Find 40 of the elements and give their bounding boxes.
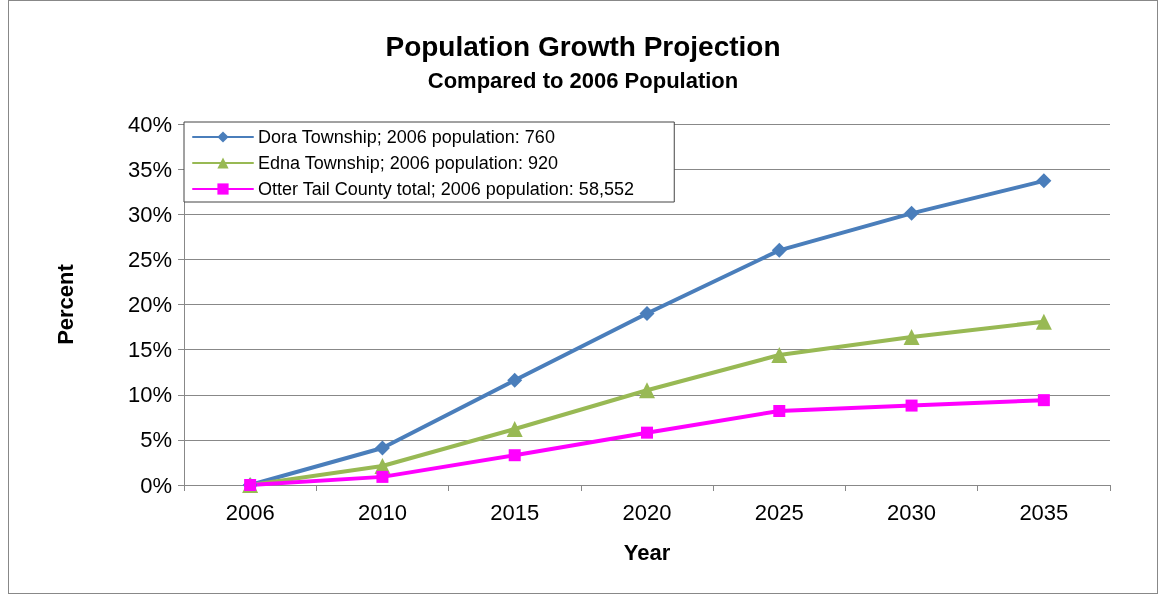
- point: [904, 205, 920, 221]
- x-tick-label: 2030: [887, 499, 937, 525]
- point: [1037, 394, 1050, 407]
- x-tick-label: 2035: [1019, 499, 1069, 525]
- y-axis-title: Percent: [52, 263, 78, 345]
- y-tick-label: 0%: [140, 472, 172, 498]
- point: [641, 426, 653, 439]
- point: [903, 328, 920, 345]
- point: [905, 399, 918, 412]
- y-tick-label: 35%: [127, 156, 172, 182]
- x-tick-label: 2010: [357, 499, 407, 525]
- legend-label: Dora Township; 2006 population: 760: [258, 127, 555, 147]
- point: [639, 306, 655, 322]
- y-tick-label: 15%: [127, 337, 172, 363]
- y-tick-label: 40%: [127, 111, 172, 137]
- x-axis-title: Year: [623, 539, 671, 565]
- point: [508, 449, 521, 462]
- point: [507, 372, 523, 388]
- x-tick-label: 2015: [490, 499, 540, 525]
- legend-label: Edna Township; 2006 population: 920: [258, 153, 558, 173]
- point: [374, 440, 390, 456]
- y-tick-label: 30%: [127, 201, 172, 227]
- point: [1036, 173, 1052, 189]
- x-tick-label: 2006: [225, 499, 275, 525]
- point: [639, 382, 655, 399]
- x-tick-label: 2025: [754, 499, 804, 525]
- chart-title: Population Growth Projection: [385, 30, 781, 62]
- y-tick-label: 10%: [127, 382, 172, 408]
- point: [1035, 313, 1052, 330]
- chart-subtitle: Compared to 2006 Population: [427, 67, 739, 93]
- point: [771, 242, 787, 258]
- x-tick-label: 2020: [622, 499, 672, 525]
- point: [773, 404, 786, 417]
- y-tick-label: 20%: [127, 292, 172, 317]
- point: [771, 347, 788, 364]
- y-tick-label: 25%: [127, 246, 172, 272]
- point: [376, 470, 389, 483]
- legend-label: Otter Tail County total; 2006 population: 58,552: [258, 179, 634, 199]
- point: [506, 421, 523, 438]
- y-tick-label: 5%: [140, 427, 172, 453]
